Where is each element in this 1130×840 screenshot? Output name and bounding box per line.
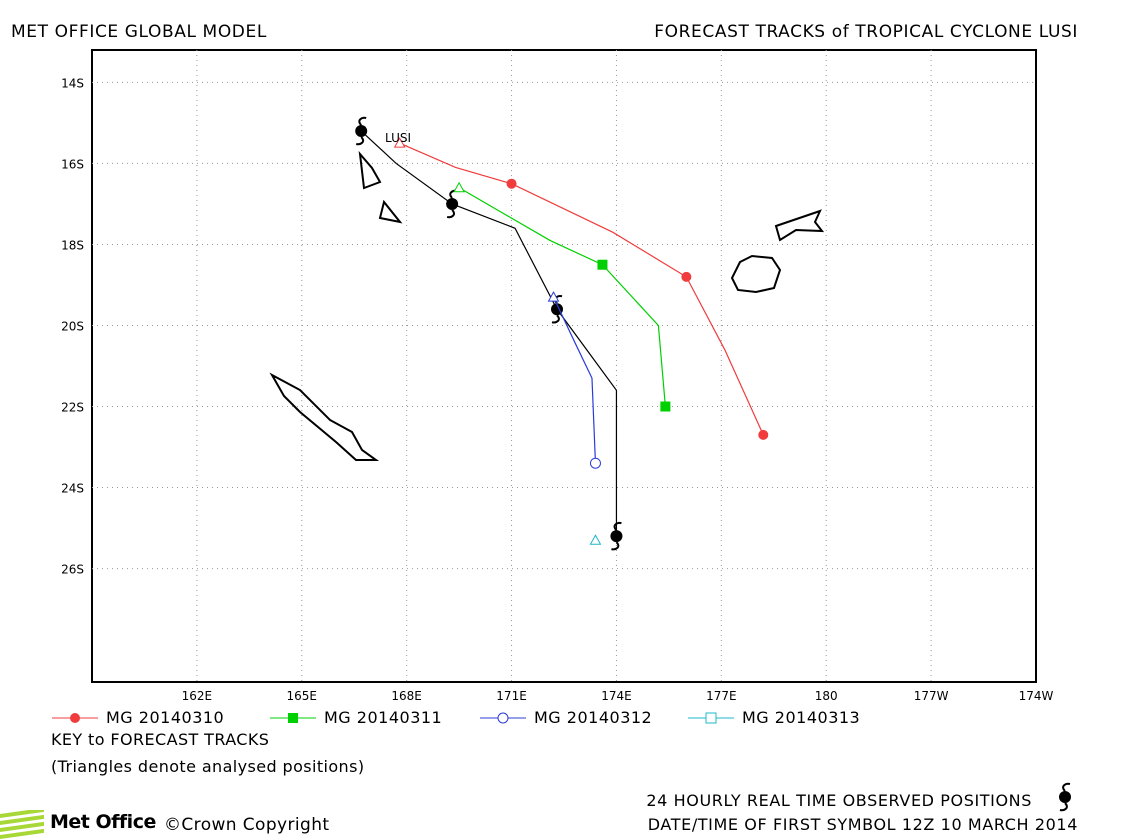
legend-marker-3 [688, 712, 734, 724]
legend-label-1: MG 20140311 [324, 708, 443, 727]
cyclone-arm [613, 521, 622, 531]
lat-tick-label: 24S [61, 482, 84, 496]
cyclone-core [446, 197, 459, 210]
lon-tick-label: 171E [496, 689, 527, 700]
copyright-notice: ©Crown Copyright [164, 815, 330, 835]
lon-tick-label: 177E [706, 689, 737, 700]
lat-tick-label: 18S [61, 238, 84, 252]
lat-tick-label: 16S [61, 157, 84, 171]
island-new-caledonia [269, 372, 380, 461]
cyclone-core [355, 125, 368, 138]
lon-tick-label: 174W [1019, 689, 1054, 700]
lon-tick-label: 180 [815, 689, 838, 700]
forecast-point [597, 259, 608, 270]
cyclone-arm [551, 314, 560, 324]
lon-tick-label: 165E [287, 689, 318, 700]
island-vanua-levu [774, 209, 825, 242]
cyclone-arm [446, 209, 455, 219]
lat-tick-label: 26S [61, 563, 84, 577]
forecast-tracks [393, 137, 769, 545]
tick-labels: 162E 165E 168E 171E 174E 177E 180 177W 174W 14S 16… [61, 76, 1053, 700]
analysed-position-triangle [393, 137, 406, 148]
island-viti-levu [730, 254, 782, 294]
met-office-logo-icon [0, 810, 44, 839]
lon-tick-label: 168E [391, 689, 422, 700]
triangles-note: (Triangles denote analysed positions) [51, 757, 365, 776]
copyright-text: Crown Copyright [181, 815, 330, 835]
key-title: KEY to FORECAST TRACKS [51, 730, 270, 749]
analysed-position-triangle [453, 181, 465, 193]
forecast-point [758, 429, 769, 440]
cyclone-symbol-icon [1059, 782, 1071, 812]
lat-tick-label: 20S [61, 319, 84, 333]
observed-positions-note: 24 HOURLY REAL TIME OBSERVED POSITIONS [646, 791, 1032, 810]
legend-marker-1 [270, 713, 316, 723]
lon-tick-label: 177W [914, 689, 949, 700]
lon-tick-label: 162E [182, 689, 213, 700]
header-left-title: MET OFFICE GLOBAL MODEL [11, 22, 267, 42]
islands [269, 150, 825, 461]
observed-track-line [360, 130, 618, 537]
island-vanuatu-mid [378, 199, 403, 224]
legend-label-3: MG 20140313 [742, 708, 861, 727]
forecast-point [506, 178, 517, 189]
map-frame [91, 49, 1037, 683]
forecast-map: 162E 165E 168E 171E 174E 177E 180 177W 174W 14S 16… [61, 49, 1054, 700]
track-series-0 [393, 137, 769, 440]
cyclone-symbol-icon [610, 521, 623, 551]
analysed-position-triangle [589, 534, 602, 545]
legend-marker-0 [52, 713, 98, 723]
analysed-position-triangle [547, 291, 560, 302]
track-series-3 [589, 534, 602, 545]
track-series-2 [547, 291, 601, 469]
brand-name: Met Office [50, 811, 156, 833]
legend-marker-2 [480, 712, 526, 724]
cyclone-arm [611, 541, 620, 551]
track-line [552, 296, 597, 464]
track-line [399, 142, 764, 436]
cyclone-arm [355, 136, 365, 146]
track-series-1 [453, 181, 671, 412]
lat-tick-label: 22S [61, 401, 84, 415]
legend-label-2: MG 20140312 [534, 708, 653, 727]
cyclone-symbol-icon [355, 116, 368, 146]
forecast-point [660, 401, 671, 412]
lat-tick-label: 14S [61, 76, 84, 90]
legend-label-0: MG 20140310 [106, 708, 225, 727]
first-symbol-datetime: DATE/TIME OF FIRST SYMBOL 12Z 10 MARCH 2… [647, 815, 1078, 834]
forecast-point [589, 457, 601, 469]
storm-name-label: LUSI [385, 131, 411, 145]
cyclone-core [610, 530, 623, 543]
grid [92, 50, 1036, 682]
cyclone-arm [358, 116, 367, 126]
header-right-title: FORECAST TRACKS of TROPICAL CYCLONE LUSI [654, 22, 1078, 42]
island-vanuatu-north [358, 150, 382, 190]
forecast-point [681, 271, 692, 282]
lon-tick-label: 174E [601, 689, 632, 700]
